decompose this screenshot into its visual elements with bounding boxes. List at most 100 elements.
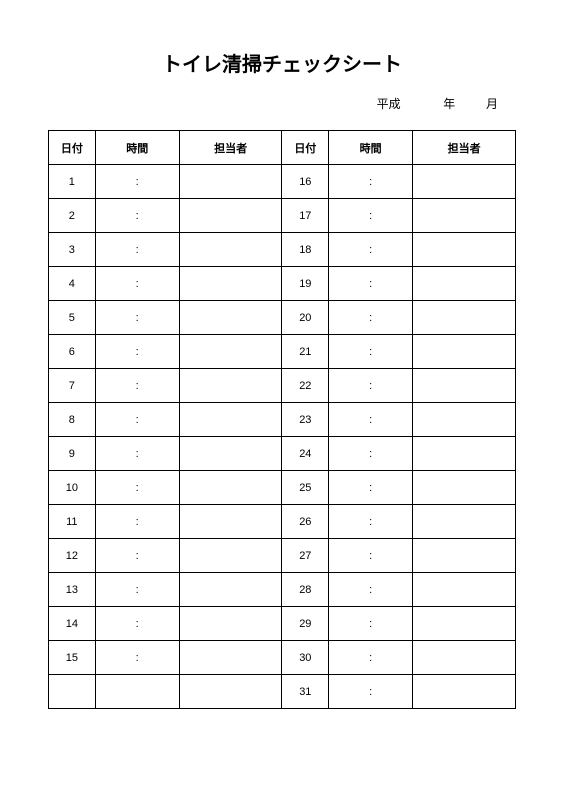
day-cell: 12 [49,539,96,573]
time-cell [95,675,179,709]
table-row: 5:20: [49,301,516,335]
day-cell: 26 [282,505,329,539]
person-cell [413,539,516,573]
day-cell: 7 [49,369,96,403]
table-row: 4:19: [49,267,516,301]
time-cell: : [95,505,179,539]
year-label: 年 [443,95,455,112]
day-cell: 1 [49,165,96,199]
day-cell: 23 [282,403,329,437]
time-cell: : [329,607,413,641]
time-cell: : [95,165,179,199]
day-cell: 3 [49,233,96,267]
day-cell: 30 [282,641,329,675]
time-cell: : [95,335,179,369]
time-cell: : [329,267,413,301]
person-cell [179,607,282,641]
era-date-line: 平成 年 月 [48,95,498,112]
time-cell: : [95,641,179,675]
table-row: 15:30: [49,641,516,675]
table-row: 8:23: [49,403,516,437]
time-cell: : [329,539,413,573]
day-cell: 21 [282,335,329,369]
day-cell: 17 [282,199,329,233]
month-label: 月 [486,95,498,112]
person-cell [413,437,516,471]
header-person-right: 担当者 [413,131,516,165]
header-time-right: 時間 [329,131,413,165]
checklist-table: 日付 時間 担当者 日付 時間 担当者 1:16:2:17:3:18:4:19:… [48,130,516,709]
time-cell: : [95,471,179,505]
table-row: 10:25: [49,471,516,505]
day-cell: 6 [49,335,96,369]
day-cell: 5 [49,301,96,335]
person-cell [179,165,282,199]
day-cell: 20 [282,301,329,335]
person-cell [179,675,282,709]
time-cell: : [329,505,413,539]
day-cell: 28 [282,573,329,607]
person-cell [413,233,516,267]
time-cell: : [95,267,179,301]
person-cell [179,437,282,471]
person-cell [179,505,282,539]
person-cell [413,573,516,607]
table-row: 3:18: [49,233,516,267]
day-cell: 10 [49,471,96,505]
day-cell: 4 [49,267,96,301]
day-cell [49,675,96,709]
table-row: 11:26: [49,505,516,539]
page-title: トイレ清掃チェックシート [48,48,516,77]
table-row: 13:28: [49,573,516,607]
person-cell [413,301,516,335]
person-cell [179,233,282,267]
time-cell: : [329,199,413,233]
header-time-left: 時間 [95,131,179,165]
time-cell: : [329,403,413,437]
person-cell [179,335,282,369]
time-cell: : [95,403,179,437]
time-cell: : [95,233,179,267]
day-cell: 9 [49,437,96,471]
table-body: 1:16:2:17:3:18:4:19:5:20:6:21:7:22:8:23:… [49,165,516,709]
table-row: 2:17: [49,199,516,233]
person-cell [413,369,516,403]
time-cell: : [95,301,179,335]
person-cell [179,369,282,403]
person-cell [413,505,516,539]
table-row: 1:16: [49,165,516,199]
person-cell [413,607,516,641]
time-cell: : [329,233,413,267]
day-cell: 24 [282,437,329,471]
time-cell: : [329,301,413,335]
day-cell: 18 [282,233,329,267]
time-cell: : [95,199,179,233]
person-cell [179,539,282,573]
day-cell: 2 [49,199,96,233]
person-cell [413,675,516,709]
day-cell: 8 [49,403,96,437]
person-cell [179,301,282,335]
person-cell [413,471,516,505]
person-cell [179,267,282,301]
person-cell [179,471,282,505]
time-cell: : [329,335,413,369]
person-cell [179,199,282,233]
person-cell [179,573,282,607]
person-cell [413,165,516,199]
day-cell: 14 [49,607,96,641]
table-row: 14:29: [49,607,516,641]
table-row: 31: [49,675,516,709]
person-cell [413,335,516,369]
time-cell: : [329,573,413,607]
table-header-row: 日付 時間 担当者 日付 時間 担当者 [49,131,516,165]
time-cell: : [329,471,413,505]
day-cell: 16 [282,165,329,199]
time-cell: : [95,573,179,607]
day-cell: 13 [49,573,96,607]
person-cell [179,641,282,675]
table-row: 12:27: [49,539,516,573]
person-cell [413,199,516,233]
person-cell [413,267,516,301]
time-cell: : [329,369,413,403]
